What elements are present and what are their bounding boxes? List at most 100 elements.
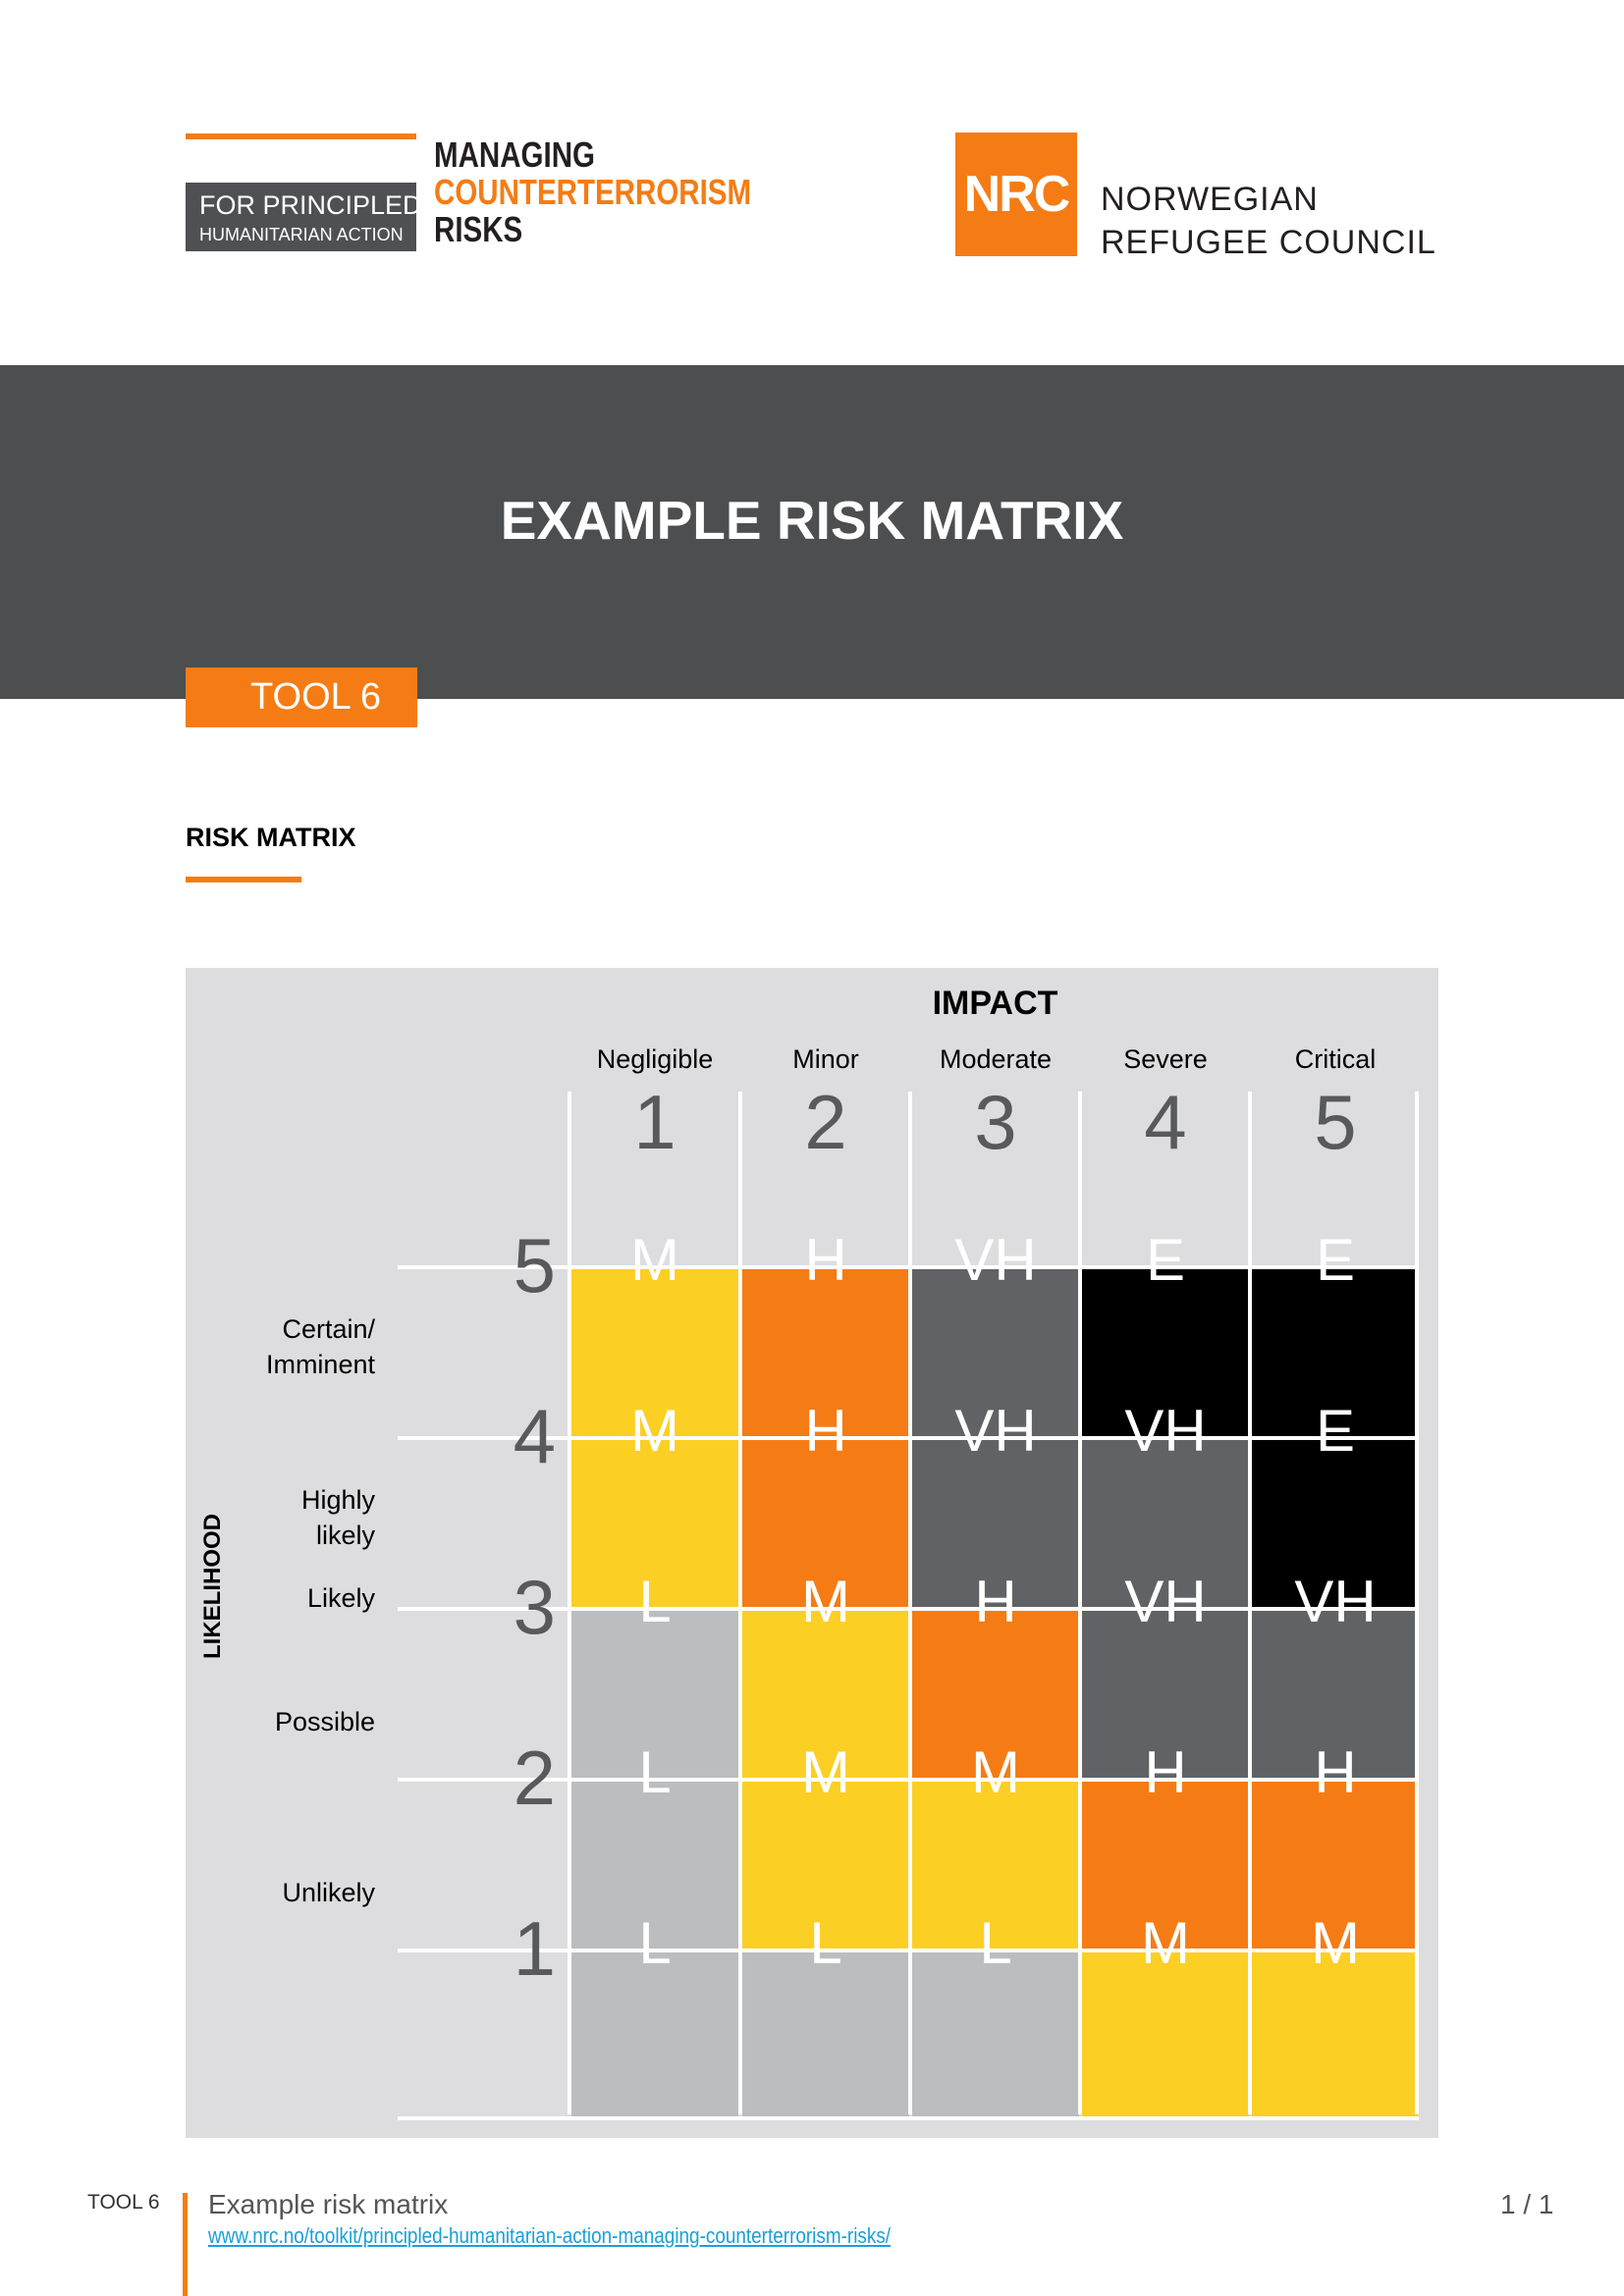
risk-level-label: VH <box>1124 1569 1207 1634</box>
risk-level-label: L <box>979 1910 1012 1976</box>
likelihood-number-5: 5 <box>513 1222 556 1308</box>
toolkit-logo-bar <box>186 133 416 139</box>
risk-level-label: VH <box>954 1227 1037 1293</box>
risk-cell-L5-I4 <box>1082 1268 1249 1436</box>
risk-level-label: E <box>1145 1227 1186 1293</box>
risk-cell-L2-I3 <box>912 1781 1079 1949</box>
impact-axis-title: IMPACT <box>932 985 1058 1022</box>
risk-cell-L1-I4 <box>1082 1951 1249 2119</box>
impact-number-2: 2 <box>804 1079 847 1165</box>
likelihood-label-4: Highly likely <box>300 1485 375 1550</box>
likelihood-label-1: Unlikely <box>282 1878 375 1907</box>
risk-level-label: H <box>804 1398 847 1464</box>
risk-cell-L4-I3 <box>912 1439 1079 1607</box>
tool-tag: TOOL 6 <box>186 667 417 727</box>
impact-column-critical: Critical <box>1294 1044 1377 1074</box>
grid-vertical-line <box>738 1092 742 2114</box>
risk-level-label: E <box>1315 1398 1356 1464</box>
likelihood-number-3: 3 <box>513 1564 556 1650</box>
risk-cell-L4-I5 <box>1252 1439 1419 1607</box>
risk-level-label: VH <box>1124 1398 1207 1464</box>
risk-level-label: VH <box>954 1398 1037 1464</box>
risk-cell-L5-I5 <box>1252 1268 1419 1436</box>
nrc-name-line1: NORWEGIAN <box>1101 181 1319 218</box>
likelihood-number-1: 1 <box>513 1905 556 1992</box>
impact-number-4: 4 <box>1144 1079 1187 1165</box>
impact-number-5: 5 <box>1314 1079 1357 1165</box>
footer-page-number: 1 / 1 <box>1500 2189 1554 2219</box>
risk-cell-L4-I2 <box>742 1439 909 1607</box>
impact-number-1: 1 <box>633 1079 677 1165</box>
likelihood-label-5: Certain/ Imminent <box>265 1314 375 1379</box>
footer-link[interactable]: www.nrc.no/toolkit/principled-humanitari… <box>208 2223 892 2248</box>
toolkit-logo-box: FOR PRINCIPLED HUMANITARIAN ACTION <box>186 183 422 251</box>
risk-level-label: L <box>638 1569 672 1634</box>
risk-cell-L3-I3 <box>912 1610 1079 1778</box>
risk-level-label: E <box>1315 1227 1356 1293</box>
grid-vertical-line <box>908 1092 912 2114</box>
risk-level-label: H <box>1144 1739 1187 1805</box>
grid-vertical-line <box>1248 1092 1252 2114</box>
title-band <box>0 365 1624 699</box>
risk-level-label: H <box>1314 1739 1357 1805</box>
likelihood-label-2: Possible <box>274 1707 375 1736</box>
toolkit-title-line2: COUNTERTERRORISM <box>434 172 752 212</box>
grid-vertical-line <box>1415 1092 1419 2114</box>
risk-cell-L2-I4 <box>1082 1781 1249 1949</box>
risk-cell-L2-I1 <box>571 1781 738 1949</box>
page-title: EXAMPLE RISK MATRIX <box>500 490 1124 551</box>
grid-vertical-line <box>568 1092 571 2114</box>
risk-cell-L1-I5 <box>1252 1951 1419 2119</box>
risk-level-label: M <box>630 1227 679 1293</box>
risk-cell-L5-I1 <box>571 1268 738 1436</box>
risk-cell-L3-I4 <box>1082 1610 1249 1778</box>
risk-cell-L5-I3 <box>912 1268 1079 1436</box>
risk-cell-L4-I1 <box>571 1439 738 1607</box>
toolkit-box-line1: FOR PRINCIPLED <box>199 190 422 220</box>
risk-level-label: H <box>974 1569 1017 1634</box>
risk-cell-L1-I3 <box>912 1951 1079 2119</box>
risk-level-label: M <box>801 1569 850 1634</box>
grid-horizontal-line <box>398 2116 1419 2120</box>
risk-cell-L2-I2 <box>742 1781 909 1949</box>
toolkit-box-line2: HUMANITARIAN ACTION <box>199 225 404 244</box>
nrc-logo: NRC NORWEGIAN REFUGEE COUNCIL <box>955 133 1466 261</box>
risk-cell-L5-I2 <box>742 1268 909 1436</box>
impact-column-minor: Minor <box>792 1044 859 1074</box>
risk-level-label: M <box>1311 1910 1360 1976</box>
likelihood-number-2: 2 <box>513 1735 556 1821</box>
likelihood-label-3: Likely <box>306 1583 375 1613</box>
toolkit-logo: FOR PRINCIPLED HUMANITARIAN ACTION MANAG… <box>186 133 755 261</box>
toolkit-logo-title: MANAGING COUNTERTERRORISM RISKS <box>434 136 751 248</box>
risk-cell-L4-I4 <box>1082 1439 1249 1607</box>
risk-cell-L2-I5 <box>1252 1781 1419 1949</box>
section-underline <box>186 877 301 882</box>
grid-vertical-line <box>1078 1092 1082 2114</box>
risk-level-label: L <box>638 1739 672 1805</box>
nrc-logo-name: NORWEGIAN REFUGEE COUNCIL <box>1101 178 1436 264</box>
risk-level-label: VH <box>1294 1569 1377 1634</box>
risk-cell-L3-I1 <box>571 1610 738 1778</box>
section-heading: RISK MATRIX <box>186 823 356 852</box>
risk-level-label: M <box>630 1398 679 1464</box>
footer-accent-bar <box>183 2193 188 2296</box>
risk-level-label: M <box>971 1739 1020 1805</box>
tool-tag-label: TOOL 6 <box>250 676 382 718</box>
risk-level-label: M <box>801 1739 850 1805</box>
nrc-logo-mark: NRC <box>955 133 1077 256</box>
footer-title: Example risk matrix <box>208 2189 449 2219</box>
footer-tool-label: TOOL 6 <box>87 2191 160 2214</box>
toolkit-title-line3: RISKS <box>434 209 523 249</box>
toolkit-title-line1: MANAGING <box>434 134 595 175</box>
impact-column-moderate: Moderate <box>939 1044 1053 1074</box>
risk-cell-L3-I2 <box>742 1610 909 1778</box>
nrc-name-line2: REFUGEE COUNCIL <box>1101 224 1436 261</box>
risk-level-label: H <box>804 1227 847 1293</box>
risk-level-label: M <box>1141 1910 1190 1976</box>
risk-level-label: L <box>638 1910 672 1976</box>
impact-column-severe: Severe <box>1123 1044 1208 1074</box>
risk-cell-L1-I1 <box>571 1951 738 2119</box>
impact-number-3: 3 <box>974 1079 1017 1165</box>
risk-cell-L3-I5 <box>1252 1610 1419 1778</box>
risk-cell-L1-I2 <box>742 1951 909 2119</box>
